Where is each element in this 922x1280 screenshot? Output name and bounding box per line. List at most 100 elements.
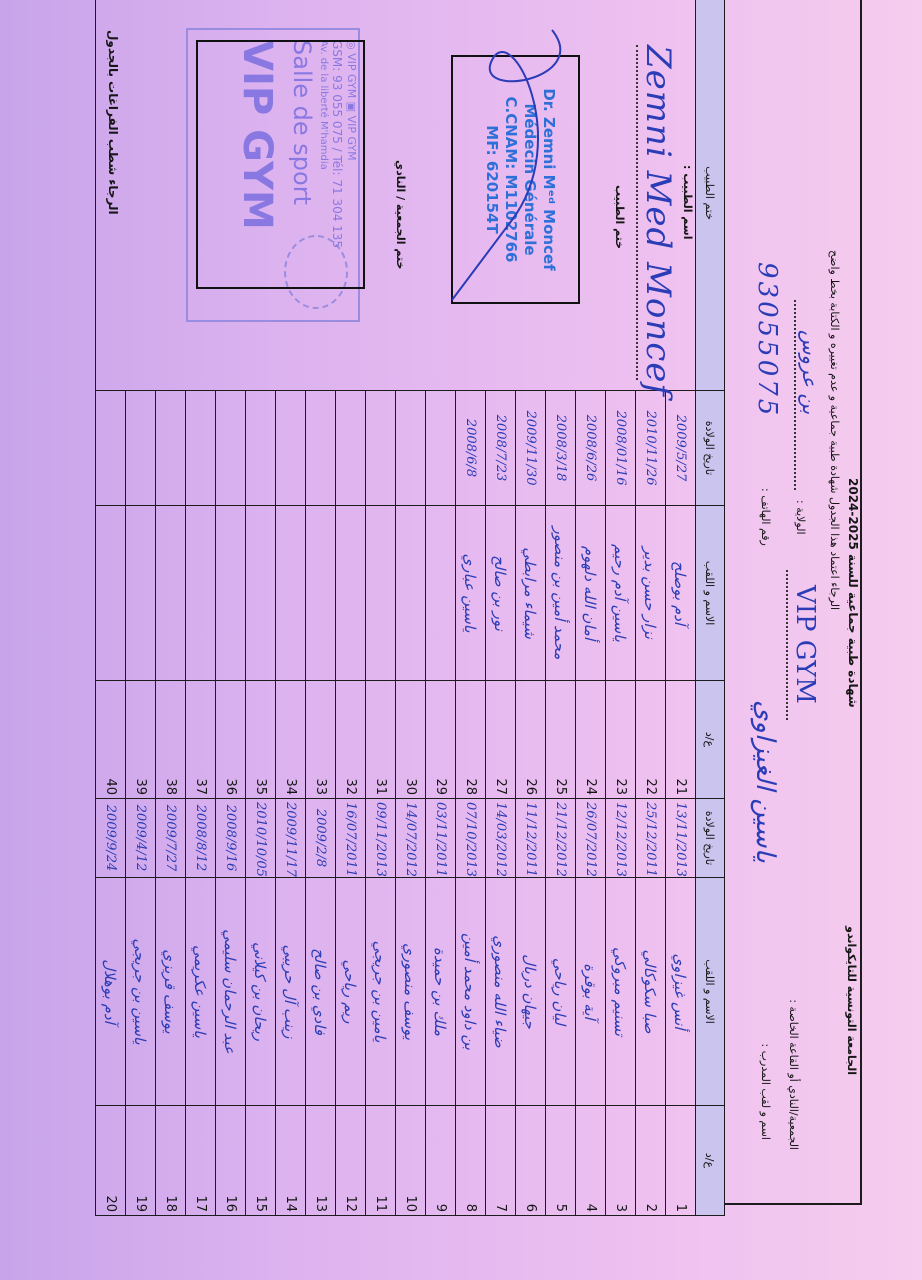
participant-name: آية بوقرة <box>575 877 606 1106</box>
birth-date <box>95 390 126 506</box>
participant-name <box>245 505 276 681</box>
row-number: 24 <box>575 680 606 799</box>
participant-name: ياسين عباري <box>455 505 486 681</box>
row-number: 31 <box>365 680 396 799</box>
row-number: 14 <box>275 1105 306 1216</box>
coach-label: اسم و لقب المدرب : <box>759 1043 772 1140</box>
doctor-signature-scribble <box>451 29 562 301</box>
row-number: 25 <box>545 680 576 799</box>
row-number: 2 <box>635 1105 666 1216</box>
birth-date: 14/03/2012 <box>485 798 516 878</box>
birth-date <box>245 390 276 506</box>
federation-name: الجامعة التونسية للتايكواندو <box>845 926 858 1075</box>
birth-date: 16/07/2011 <box>335 798 366 878</box>
column-header-name: الاسم و اللقب <box>695 877 725 1106</box>
birth-date: 03/11/2011 <box>425 798 456 878</box>
birth-date <box>275 390 306 506</box>
club-label: الجمعية/النادي أو القاعة الخاصة : <box>787 999 800 1150</box>
participant-name <box>275 505 306 681</box>
birth-date <box>425 390 456 506</box>
participant-name: أمان الله دلهوم <box>575 505 606 681</box>
row-number: 17 <box>185 1105 216 1216</box>
birth-date: 09/11/2013 <box>365 798 396 878</box>
footer-note: الرجاء شطب الفراغات بالجدول <box>106 30 120 215</box>
birth-date: 2008/6/26 <box>575 390 606 506</box>
row-number: 21 <box>665 680 696 799</box>
row-number: 33 <box>305 680 336 799</box>
row-number: 1 <box>665 1105 696 1216</box>
birth-date <box>215 390 246 506</box>
row-number: 27 <box>485 680 516 799</box>
birth-date: 2010/11/26 <box>635 390 666 506</box>
birth-date: 2009/5/27 <box>665 390 696 506</box>
birth-date <box>395 390 426 506</box>
column-header-number: ع/د <box>695 1105 725 1216</box>
participant-name <box>215 505 246 681</box>
participant-name: ياسين عكريمي <box>185 877 216 1106</box>
row-number: 12 <box>335 1105 366 1216</box>
club-stamp-label: ختم الجمعية / النادي <box>394 160 407 270</box>
row-number: 38 <box>155 680 186 799</box>
birth-date: 2009/11/17 <box>275 798 306 878</box>
row-number: 10 <box>395 1105 426 1216</box>
doctor-signature: Zemni Med Moncef <box>638 45 678 397</box>
participant-name <box>425 505 456 681</box>
participant-name: ضياء الله منصوري <box>485 877 516 1106</box>
birth-date: 2008/3/18 <box>545 390 576 506</box>
participant-name: آدم بوصلح <box>665 505 696 681</box>
birth-date <box>155 390 186 506</box>
row-number: 23 <box>605 680 636 799</box>
club-dotted-line <box>786 570 788 720</box>
participant-name: ياسين بن جريجي <box>125 877 156 1106</box>
row-number: 16 <box>215 1105 246 1216</box>
participant-name <box>365 505 396 681</box>
participant-name <box>335 505 366 681</box>
birth-date: 07/10/2013 <box>455 798 486 878</box>
participant-name <box>305 505 336 681</box>
row-number: 8 <box>455 1105 486 1216</box>
column-header-birth-date: تاريخ الولادة <box>695 798 725 878</box>
participant-name: تسنيم مبروكي <box>605 877 636 1106</box>
birth-date: 2008/01/16 <box>605 390 636 506</box>
participant-name: ياسين آدم رحيم <box>605 505 636 681</box>
governorate-value: بن عروس <box>798 330 822 415</box>
row-number: 4 <box>575 1105 606 1216</box>
governorate-label: الولاية : <box>794 500 807 535</box>
row-number: 13 <box>305 1105 336 1216</box>
phone-value: 93055075 <box>752 262 782 419</box>
participant-name: ريم رياحي <box>335 877 366 1106</box>
participant-name: ريحان بن كيلاني <box>245 877 276 1106</box>
participant-name: يوسف منصوري <box>395 877 426 1106</box>
row-number: 26 <box>515 680 546 799</box>
row-number: 7 <box>485 1105 516 1216</box>
participant-name: جيهان دربال <box>515 877 546 1106</box>
participant-name <box>125 505 156 681</box>
column-header-doctor-stamp: ختم الطبيب <box>695 0 725 391</box>
birth-date: 13/11/2013 <box>665 798 696 878</box>
instruction-text: الرجاء اعتماد هذا الجدول شهادة طبية جماع… <box>828 250 841 611</box>
participant-name: صبا سكوكالي <box>635 877 666 1106</box>
row-number: 39 <box>125 680 156 799</box>
participant-name <box>185 505 216 681</box>
participant-name: أنس غيزاوي <box>665 877 696 1106</box>
club-stamp-frame <box>196 40 365 289</box>
row-number: 30 <box>395 680 426 799</box>
column-header-number: ع/د <box>695 680 725 799</box>
birth-date: 12/12/2013 <box>605 798 636 878</box>
row-number: 29 <box>425 680 456 799</box>
row-number: 9 <box>425 1105 456 1216</box>
birth-date <box>305 390 336 506</box>
row-number: 6 <box>515 1105 546 1216</box>
row-number: 40 <box>95 680 126 799</box>
document-title: شهادة طبية جماعية للسنة 2025-2024 <box>846 478 860 708</box>
birth-date: 2010/10/05 <box>245 798 276 878</box>
row-number: 34 <box>275 680 306 799</box>
governorate-dotted-line <box>794 300 796 490</box>
birth-date: 14/07/2012 <box>395 798 426 878</box>
birth-date: 2009/11/30 <box>515 390 546 506</box>
birth-date: 2009/4/12 <box>125 798 156 878</box>
phone-label: رقم الهاتف : <box>759 488 772 546</box>
birth-date: 25/12/2011 <box>635 798 666 878</box>
participant-name: نور بن صالح <box>485 505 516 681</box>
row-number: 18 <box>155 1105 186 1216</box>
